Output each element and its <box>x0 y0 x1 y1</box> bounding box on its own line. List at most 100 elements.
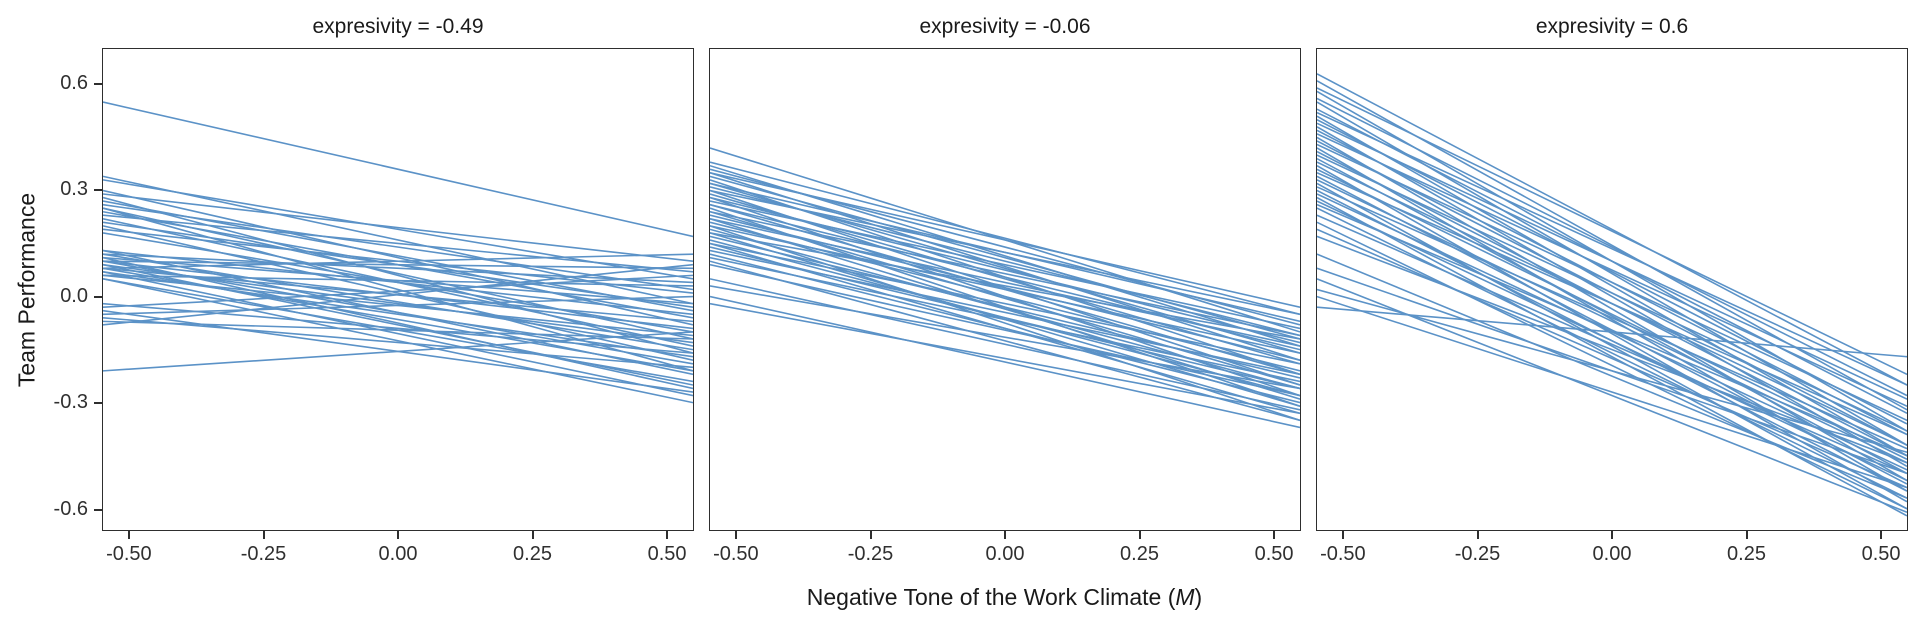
spaghetti-line <box>1317 165 1907 503</box>
facet-title-3: expresivity = 0.6 <box>1535 15 1689 38</box>
x-tick-label: 0.50 <box>1861 543 1901 565</box>
x-tick-mark <box>531 531 534 539</box>
spaghetti-line <box>1317 186 1907 450</box>
spaghetti-line <box>1317 172 1907 436</box>
x-tick-mark <box>1476 531 1479 539</box>
x-tick-mark <box>869 531 872 539</box>
spaghetti-line <box>1317 97 1907 397</box>
spaghetti-line <box>710 249 1300 376</box>
spaghetti-line <box>1317 111 1907 386</box>
spaghetti-line <box>1317 306 1907 358</box>
x-tick-label: -0.25 <box>847 543 894 565</box>
x-tick-label: 0.25 <box>1120 543 1159 565</box>
x-tick-label: 0.25 <box>1727 543 1766 565</box>
spaghetti-line <box>103 101 693 238</box>
x-axis-title-text: Negative Tone of the Work Climate ( <box>806 584 1176 610</box>
x-tick-mark <box>397 531 399 539</box>
spaghetti-line <box>710 263 1300 397</box>
y-tick-mark <box>94 82 102 85</box>
panel-1-plot <box>103 101 693 404</box>
spaghetti-line <box>103 207 693 372</box>
spaghetti-line <box>103 274 693 287</box>
x-axis-title: Negative Tone of the Work Climate (M) <box>102 584 1907 611</box>
facet-title-1: expresivity = -0.49 <box>312 15 484 38</box>
spaghetti-line <box>103 253 693 351</box>
spaghetti-line <box>710 228 1300 390</box>
spaghetti-line <box>710 232 1300 340</box>
y-tick-label: -0.3 <box>53 391 88 414</box>
spaghetti-line <box>710 200 1300 330</box>
spaghetti-line <box>1317 154 1907 432</box>
spaghetti-line <box>1317 118 1907 425</box>
x-tick-mark <box>127 531 130 539</box>
y-tick-mark <box>94 508 102 511</box>
x-tick-mark <box>1745 531 1748 539</box>
spaghetti-line <box>103 295 693 316</box>
y-tick-label: 0.3 <box>60 178 88 201</box>
x-tick-label: -0.25 <box>240 543 287 565</box>
spaghetti-line <box>710 285 1300 390</box>
facet-title-2: expresivity = -0.06 <box>919 15 1091 38</box>
spaghetti-line <box>103 189 693 326</box>
spaghetti-line <box>1317 228 1907 489</box>
spaghetti-line <box>710 295 1300 429</box>
spaghetti-line <box>103 193 693 263</box>
spaghetti-line <box>1317 207 1907 499</box>
spaghetti-line <box>1317 182 1907 510</box>
y-tick-mark <box>94 402 102 405</box>
x-tick-label: -0.25 <box>1454 543 1501 565</box>
x-tick-mark <box>666 531 669 539</box>
spaghetti-line <box>103 214 693 273</box>
x-tick-mark <box>1611 531 1613 539</box>
x-tick-label: 0.00 <box>1592 543 1632 565</box>
spaghetti-line <box>103 270 693 397</box>
spaghetti-line <box>103 320 693 340</box>
x-tick-mark <box>1273 531 1276 539</box>
spaghetti-line <box>1317 115 1907 457</box>
spaghetti-line <box>710 278 1300 411</box>
spaghetti-line <box>1317 200 1907 482</box>
spaghetti-line <box>103 278 693 404</box>
spaghetti-line <box>103 260 693 270</box>
y-tick-label: 0.0 <box>60 284 88 307</box>
y-tick-label: -0.6 <box>53 497 88 520</box>
x-axis-title-italic-m: M <box>1175 584 1195 610</box>
spaghetti-line <box>103 316 693 369</box>
x-tick-label: -0.50 <box>1320 543 1366 565</box>
spaghetti-line <box>1317 73 1907 386</box>
panel-1 <box>102 48 694 531</box>
spaghetti-line <box>710 175 1300 340</box>
x-tick-mark <box>1880 531 1883 539</box>
y-tick-mark <box>94 295 102 298</box>
spaghetti-line <box>1317 278 1907 514</box>
spaghetti-line <box>710 218 1300 347</box>
spaghetti-line <box>103 263 693 326</box>
spaghetti-line <box>1317 133 1907 407</box>
x-tick-label: 0.25 <box>513 543 552 565</box>
spaghetti-line <box>1317 203 1907 457</box>
x-tick-label: 0.50 <box>1254 543 1294 565</box>
spaghetti-line <box>710 189 1300 316</box>
x-tick-label: 0.00 <box>985 543 1025 565</box>
spaghetti-line <box>103 196 693 354</box>
spaghetti-line <box>710 210 1300 337</box>
spaghetti-line <box>103 253 693 284</box>
spaghetti-line <box>710 302 1300 415</box>
spaghetti-line <box>710 161 1300 316</box>
spaghetti-line <box>710 225 1300 354</box>
spaghetti-line <box>710 260 1300 422</box>
x-tick-mark <box>1138 531 1141 539</box>
x-tick-mark <box>734 531 737 539</box>
spaghetti-line <box>1317 147 1907 492</box>
spaghetti-line <box>1317 295 1907 489</box>
x-tick-label: -0.50 <box>713 543 759 565</box>
x-tick-mark <box>1341 531 1344 539</box>
panel-2 <box>709 48 1301 531</box>
spaghetti-line <box>710 242 1300 365</box>
spaghetti-line <box>1317 168 1907 461</box>
x-tick-label: -0.50 <box>106 543 152 565</box>
spaghetti-line <box>103 253 693 270</box>
spaghetti-line <box>1317 126 1907 468</box>
x-tick-label: 0.50 <box>647 543 687 565</box>
